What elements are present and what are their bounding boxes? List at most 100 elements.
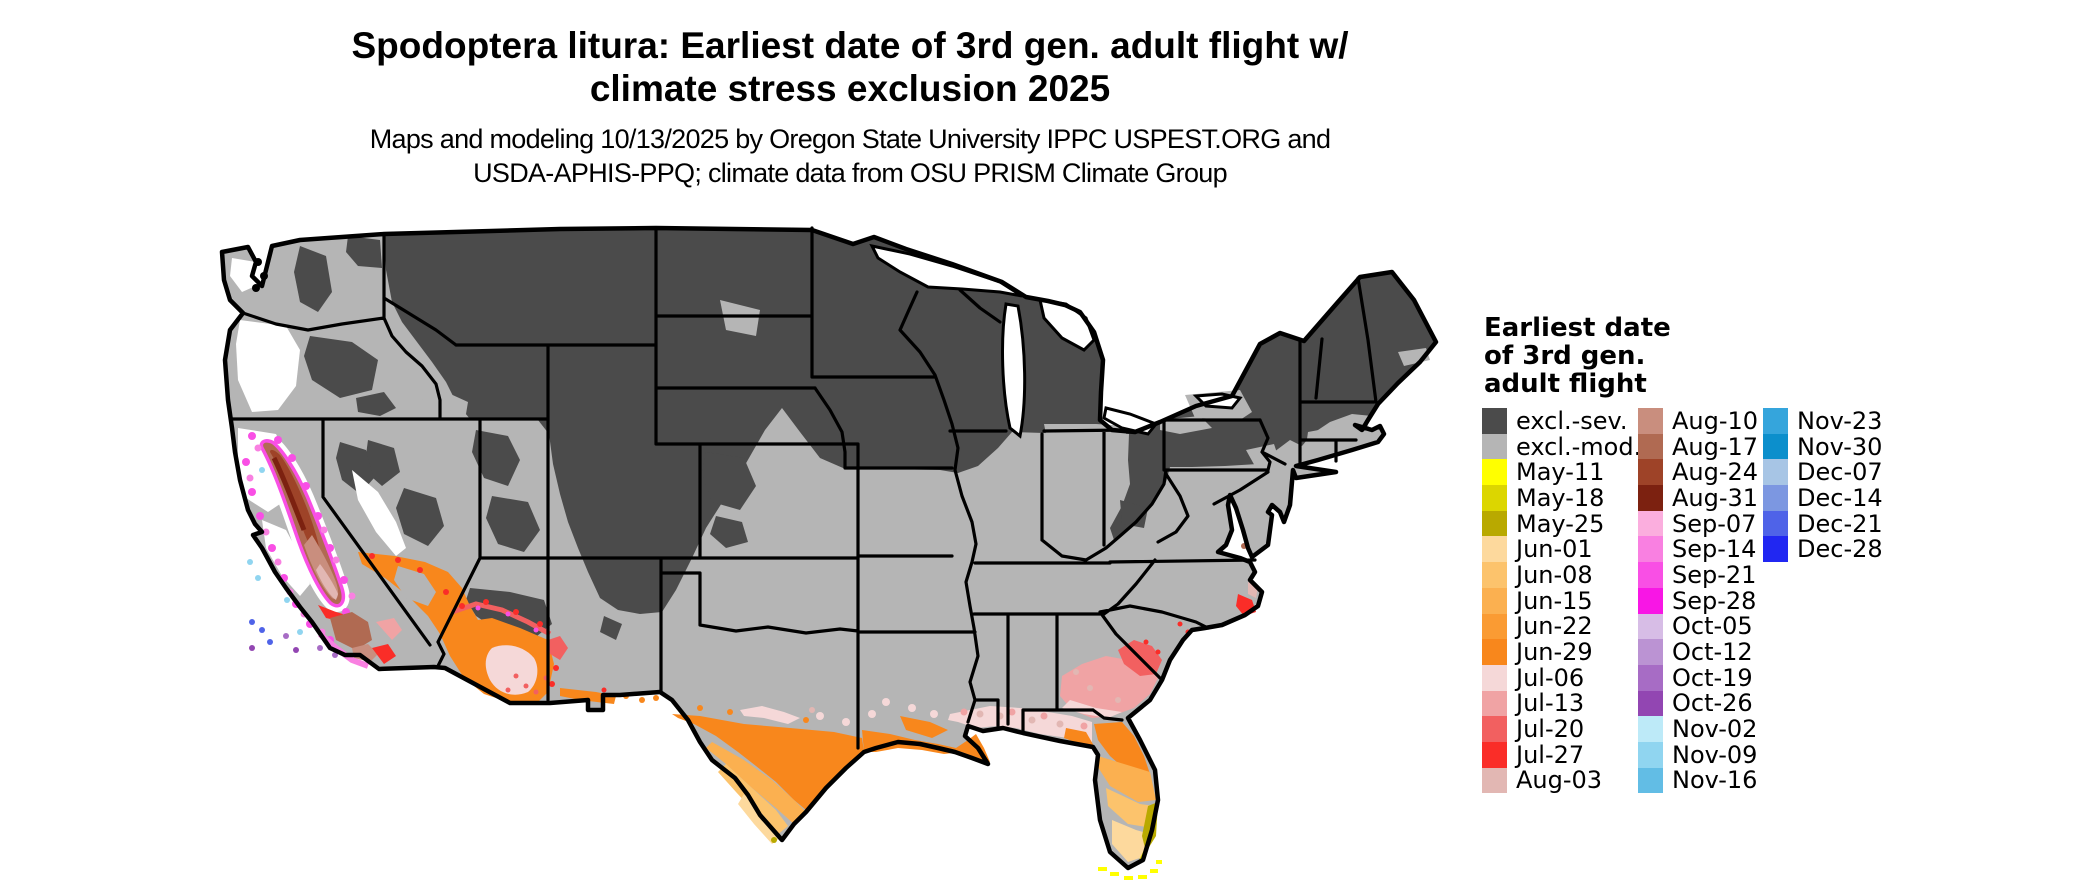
legend-item: Jul-20 bbox=[1482, 715, 1641, 744]
legend-swatch-may_25 bbox=[1482, 510, 1507, 537]
legend-item: Jul-06 bbox=[1482, 663, 1641, 692]
subtitle-line-2: USDA-APHIS-PPQ; climate data from OSU PR… bbox=[473, 158, 1228, 188]
legend-column-2: Aug-10 Aug-17 Aug-24 Aug-31 Sep-07 Sep-14 Sep-… bbox=[1638, 406, 1759, 794]
legend-title-line-1: Earliest date bbox=[1484, 313, 1671, 343]
lake-michigan bbox=[1001, 302, 1027, 439]
legend-item: Aug-17 bbox=[1638, 432, 1759, 461]
legend-label-oct_26: Oct-26 bbox=[1672, 689, 1753, 718]
legend-label-dec_21: Dec-21 bbox=[1797, 509, 1883, 538]
legend-swatch-jun_22 bbox=[1482, 613, 1507, 640]
legend-swatch-nov_02 bbox=[1638, 716, 1663, 742]
legend-label-nov_02: Nov-02 bbox=[1672, 715, 1758, 744]
legend-label-aug_10: Aug-10 bbox=[1672, 406, 1759, 435]
legend-label-aug_31: Aug-31 bbox=[1672, 483, 1759, 512]
legend-item: Nov-02 bbox=[1638, 715, 1758, 744]
legend-label-dec_07: Dec-07 bbox=[1797, 458, 1883, 487]
legend-swatch-dec_21 bbox=[1763, 510, 1788, 537]
legend-swatch-aug_03 bbox=[1482, 767, 1507, 794]
legend-item: Nov-23 bbox=[1763, 407, 1883, 435]
legend-item: Aug-31 bbox=[1638, 483, 1759, 512]
legend-item: Jun-29 bbox=[1482, 638, 1641, 667]
legend-item: excl.-sev. bbox=[1482, 406, 1641, 435]
legend-swatch-jun_08 bbox=[1482, 562, 1507, 588]
legend-item: Jun-15 bbox=[1482, 587, 1641, 615]
legend-item: Jun-08 bbox=[1482, 561, 1641, 589]
legend-item: Sep-28 bbox=[1638, 586, 1758, 615]
legend-item: Jun-01 bbox=[1482, 535, 1641, 564]
legend-label-jul_20: Jul-20 bbox=[1516, 715, 1585, 744]
legend-label-sep_21: Sep-21 bbox=[1672, 560, 1757, 589]
legend-swatch-oct_05 bbox=[1638, 613, 1663, 640]
legend-item: Dec-28 bbox=[1763, 535, 1883, 564]
az-magenta-specks bbox=[475, 605, 539, 633]
legend-label-may_18: May-18 bbox=[1516, 483, 1605, 512]
legend-label-excl_sev: excl.-sev. bbox=[1516, 406, 1628, 435]
legend-item: Dec-21 bbox=[1763, 509, 1883, 538]
legend-swatch-sep_14 bbox=[1638, 536, 1663, 563]
page-title: Spodoptera litura: Earliest date of 3rd … bbox=[155, 24, 1545, 110]
legend-item: May-25 bbox=[1482, 509, 1641, 538]
legend-swatch-jul_06 bbox=[1482, 664, 1507, 691]
legend-item: Jul-27 bbox=[1482, 740, 1641, 769]
tx-tip-olive-speck bbox=[771, 837, 777, 843]
legend-swatch-excl_sev bbox=[1482, 408, 1507, 434]
legend-swatch-may_11 bbox=[1482, 459, 1507, 486]
legend-label-jun_01: Jun-01 bbox=[1516, 535, 1593, 564]
legend-label-sep_28: Sep-28 bbox=[1672, 586, 1757, 615]
legend-item: Dec-14 bbox=[1763, 483, 1883, 512]
legend-swatch-aug_24 bbox=[1638, 459, 1663, 486]
legend-column-3: Nov-23 Nov-30 Dec-07 Dec-14 Dec-21 Dec-28 bbox=[1763, 407, 1883, 564]
az-red-fringe bbox=[451, 601, 552, 637]
title-line-1: Spodoptera litura: Earliest date of 3rd … bbox=[351, 25, 1349, 66]
az-red-specks bbox=[369, 553, 559, 687]
legend-label-dec_28: Dec-28 bbox=[1797, 535, 1883, 564]
legend-label-oct_05: Oct-05 bbox=[1672, 612, 1753, 641]
legend-item: Dec-07 bbox=[1763, 458, 1883, 487]
legend-label-nov_30: Nov-30 bbox=[1797, 432, 1883, 461]
legend-swatch-jul_27 bbox=[1482, 741, 1507, 768]
legend-label-jun_29: Jun-29 bbox=[1516, 638, 1593, 667]
legend-swatch-aug_17 bbox=[1638, 433, 1663, 460]
nm-red-speck bbox=[601, 687, 607, 693]
valley-darkest-core bbox=[271, 456, 307, 531]
legend-label-jul_13: Jul-13 bbox=[1516, 689, 1585, 718]
legend-label-nov_09: Nov-09 bbox=[1672, 740, 1758, 769]
legend-title-line-3: adult flight bbox=[1484, 369, 1647, 399]
legend-swatch-jun_15 bbox=[1482, 587, 1507, 614]
legend-swatch-nov_16 bbox=[1638, 767, 1663, 794]
state-borders bbox=[230, 226, 1378, 750]
legend-swatch-nov_30 bbox=[1763, 433, 1788, 460]
legend-swatch-aug_10 bbox=[1638, 408, 1663, 434]
legend-swatch-dec_07 bbox=[1763, 459, 1788, 486]
legend-label-may_25: May-25 bbox=[1516, 509, 1605, 538]
legend-item: Nov-09 bbox=[1638, 740, 1758, 769]
legend-swatch-sep_21 bbox=[1638, 562, 1663, 588]
legend-item: excl.-mod. bbox=[1482, 432, 1642, 461]
legend-label-excl_mod: excl.-mod. bbox=[1516, 432, 1642, 461]
legend-item: Jul-13 bbox=[1482, 689, 1641, 718]
legend-item: May-11 bbox=[1482, 458, 1641, 487]
page-subtitle: Maps and modeling 10/13/2025 by Oregon S… bbox=[155, 122, 1545, 190]
legend-label-jul_27: Jul-27 bbox=[1516, 740, 1585, 769]
legend-label-aug_24: Aug-24 bbox=[1672, 458, 1759, 487]
legend-label-aug_03: Aug-03 bbox=[1516, 766, 1603, 795]
legend-label-aug_17: Aug-17 bbox=[1672, 432, 1759, 461]
lake-superior bbox=[869, 243, 1023, 298]
az-red-east bbox=[548, 636, 568, 660]
tx-dusty-speck bbox=[809, 707, 815, 713]
legend-label-dec_14: Dec-14 bbox=[1797, 483, 1883, 512]
legend-item: Nov-16 bbox=[1638, 766, 1758, 794]
legend-swatch-nov_23 bbox=[1763, 408, 1788, 434]
legend-item: Oct-12 bbox=[1638, 638, 1758, 666]
legend-swatch-dec_14 bbox=[1763, 485, 1788, 511]
legend-label-jul_06: Jul-06 bbox=[1516, 663, 1585, 692]
legend-swatch-dec_28 bbox=[1763, 536, 1788, 563]
conus-coast-outline bbox=[219, 225, 1439, 871]
legend-item: Aug-03 bbox=[1482, 766, 1641, 795]
legend-label-sep_07: Sep-07 bbox=[1672, 509, 1757, 538]
legend-title-line-2: of 3rd gen. bbox=[1484, 341, 1646, 371]
legend-item: Nov-30 bbox=[1763, 432, 1883, 461]
legend-label-may_11: May-11 bbox=[1516, 458, 1605, 487]
